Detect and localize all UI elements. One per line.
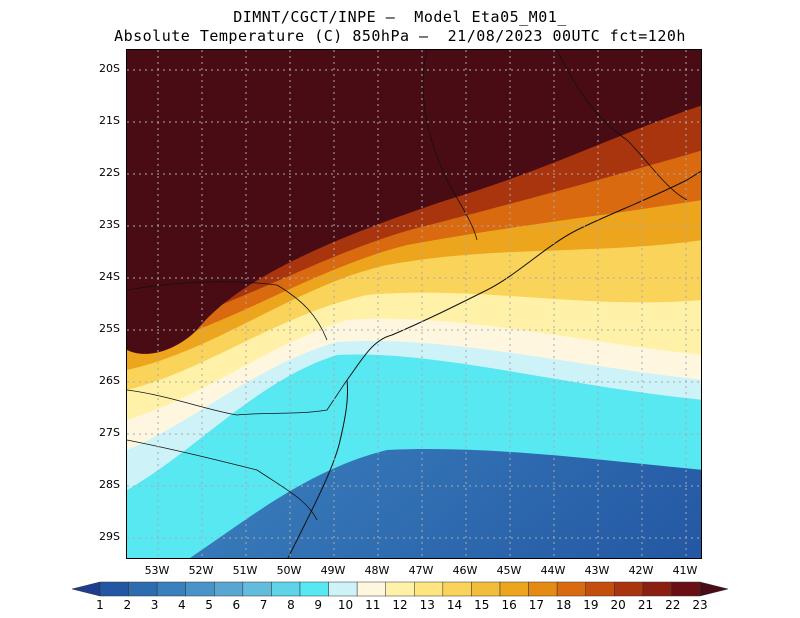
temp-band-12 [127, 279, 701, 420]
colorbar-swatch [499, 581, 529, 597]
colorbar-label: 19 [583, 598, 599, 612]
lon-label: 42W [628, 564, 654, 577]
colorbar-label: 8 [287, 598, 295, 612]
colorbar-swatch [299, 581, 329, 597]
colorbar-label: 1 [96, 598, 104, 612]
lon-label: 52W [188, 564, 214, 577]
temp-band-23 [127, 50, 701, 354]
colorbar-label: 4 [177, 598, 186, 612]
map-title-line2: Absolute Temperature (C) 850hPa – 21/08/… [114, 27, 686, 45]
colorbar-swatch [614, 581, 644, 597]
colorbar-swatch [99, 581, 129, 597]
temp-band-10 [127, 333, 701, 490]
graticule [127, 50, 701, 558]
colorbar-label: 13 [419, 598, 435, 612]
lat-label: 28S [99, 478, 120, 491]
colorbar-swatch [328, 581, 358, 597]
state-border-es [556, 50, 688, 201]
colorbar-label: 22 [665, 598, 681, 612]
lon-label: 51W [232, 564, 258, 577]
colorbar-label: 10 [337, 598, 354, 612]
lon-label: 44W [540, 564, 566, 577]
colorbar-label: 16 [501, 598, 517, 612]
colorbar-label: 6 [232, 598, 241, 612]
colorbar-swatch [442, 581, 472, 597]
colorbar-swatch [214, 581, 244, 597]
lat-label: 20S [99, 62, 120, 75]
lon-label: 48W [364, 564, 390, 577]
colorbar-label: 15 [474, 598, 490, 612]
colorbar-swatch [356, 581, 386, 597]
colorbar [71, 581, 729, 597]
colorbar-swatch [528, 581, 558, 597]
state-border-mg [422, 50, 478, 241]
colorbar-label: 17 [528, 598, 544, 612]
temp-band-14 [127, 220, 701, 390]
lat-label: 29S [99, 530, 120, 543]
colorbar-swatch [156, 581, 186, 597]
colorbar-swatch [585, 581, 615, 597]
lon-label: 50W [276, 564, 302, 577]
temperature-map [126, 49, 702, 559]
colorbar-swatch [671, 581, 701, 597]
lon-label: 53W [144, 564, 170, 577]
state-border-pr-sc [127, 379, 348, 416]
lat-label: 25S [99, 322, 120, 335]
lon-label: 49W [320, 564, 346, 577]
colorbar-swatch [414, 581, 444, 597]
lon-label: 41W [672, 564, 698, 577]
lat-label: 22S [99, 166, 120, 179]
colorbar-label: 7 [259, 598, 268, 612]
lat-label: 26S [99, 374, 120, 387]
colorbar-arrow-right [699, 581, 729, 597]
colorbar-swatch [471, 581, 501, 597]
colorbar-arrow-left [71, 581, 101, 597]
colorbar-label: 11 [365, 598, 381, 612]
lat-label: 27S [99, 426, 120, 439]
colorbar-swatch [242, 581, 272, 597]
lon-label: 47W [408, 564, 434, 577]
coastline-south [287, 379, 348, 558]
colorbar-label: 21 [637, 598, 654, 612]
lon-label: 46W [452, 564, 478, 577]
colorbar-label: 23 [692, 598, 708, 612]
temp-band-9 [127, 348, 701, 558]
colorbar-label: 9 [314, 598, 322, 612]
colorbar-swatch [271, 581, 301, 597]
coastline [346, 170, 701, 381]
colorbar-label: 18 [555, 598, 572, 612]
colorbar-label: 12 [392, 598, 408, 612]
state-border-sc-rs [127, 439, 318, 521]
colorbar-label: 2 [123, 598, 132, 612]
colorbar-label: 20 [610, 598, 626, 612]
colorbar-swatch [128, 581, 158, 597]
colorbar-label: 5 [205, 598, 213, 612]
colorbar-label: 3 [150, 598, 159, 612]
temperature-map-svg [127, 50, 701, 558]
lon-label: 43W [584, 564, 610, 577]
colorbar-swatch [642, 581, 672, 597]
lat-label: 23S [99, 218, 120, 231]
temp-band-20 [127, 90, 701, 335]
lat-label: 24S [99, 270, 120, 283]
map-title-line1: DIMNT/CGCT/INPE – Model Eta05_M01_ [233, 8, 567, 26]
lon-label: 45W [496, 564, 522, 577]
colorbar-swatch [556, 581, 586, 597]
colorbar-swatch [185, 581, 215, 597]
state-border-sp-pr [127, 281, 328, 341]
colorbar-label: 14 [446, 598, 463, 612]
colorbar-swatch [385, 581, 415, 597]
lat-label: 21S [99, 114, 120, 127]
